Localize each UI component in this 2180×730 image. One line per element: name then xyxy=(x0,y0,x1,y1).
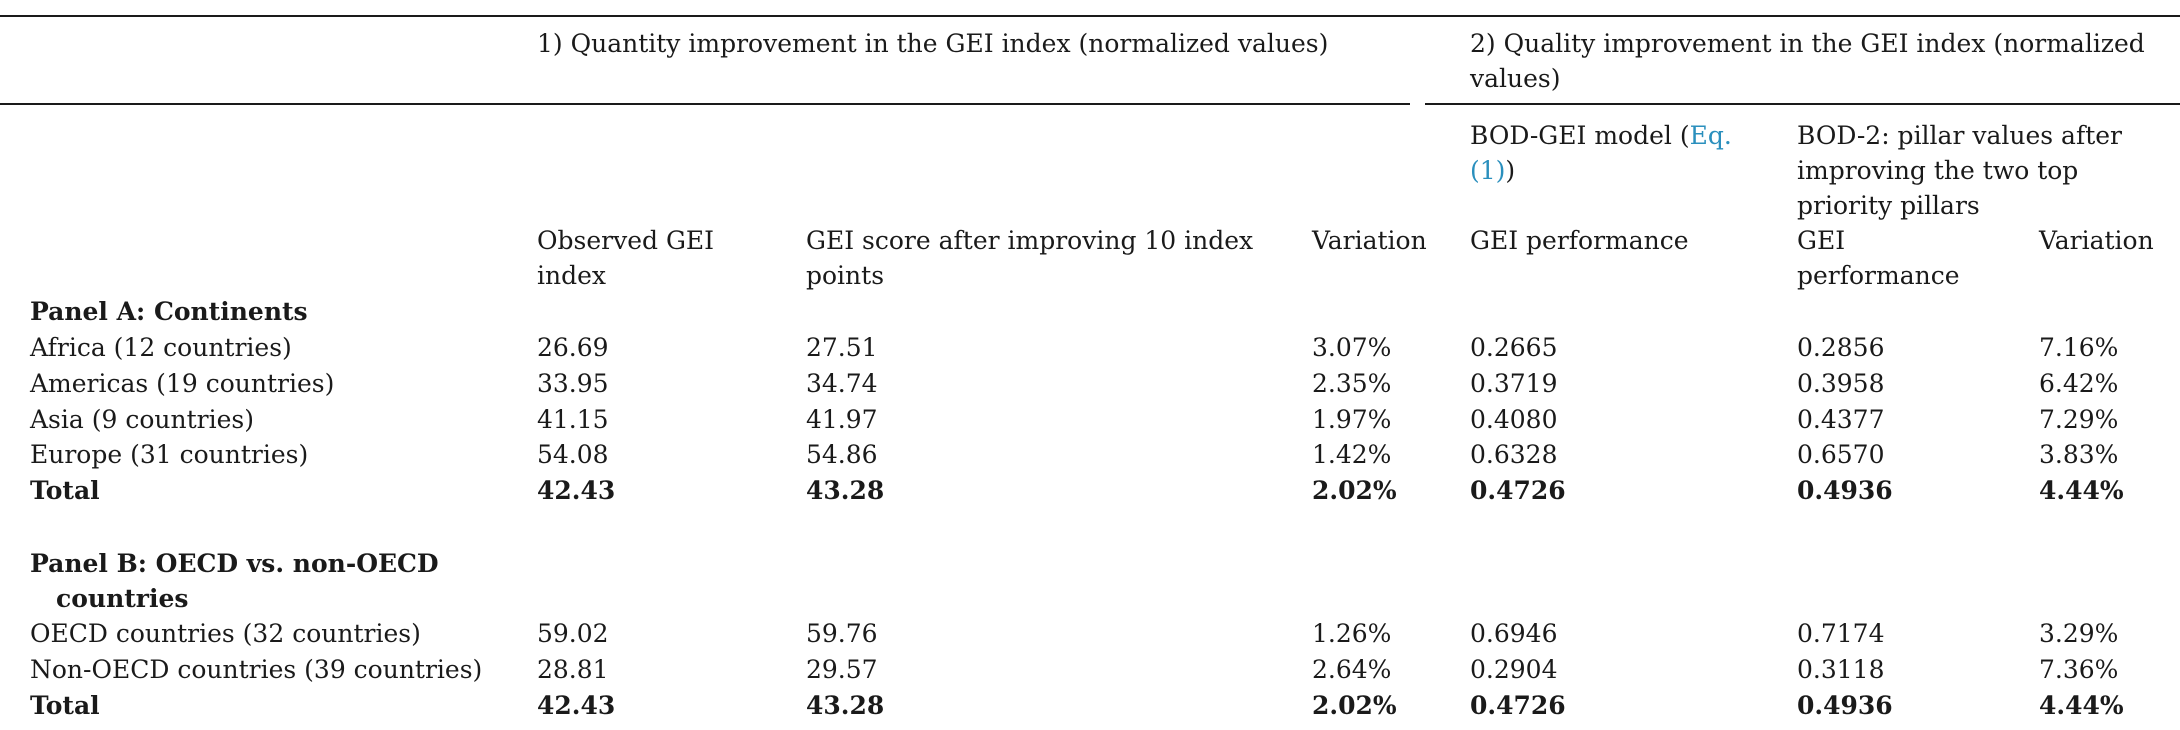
observed-value: 33.95 xyxy=(537,369,609,398)
panel-a-title: Panel A: Continents xyxy=(30,297,308,326)
col-gei-performance: GEI performance xyxy=(1470,226,1689,255)
variation-value-total: 2.02% xyxy=(1312,691,1397,720)
variation2-value-total: 4.44% xyxy=(2039,691,2124,720)
variation2-value-total: 4.44% xyxy=(2039,476,2124,505)
caption-fragment xyxy=(0,0,480,2)
panel-b-title-line1: Panel B: OECD vs. non-OECD xyxy=(30,549,439,578)
bod-gei-suffix: ) xyxy=(1505,156,1516,185)
equation-link-number[interactable]: (1) xyxy=(1470,156,1506,185)
group1-rule xyxy=(0,103,1410,105)
after-value: 54.86 xyxy=(806,440,878,469)
after-value-total: 43.28 xyxy=(806,691,885,720)
bod-gei-model-header: BOD-GEI model (Eq. xyxy=(1470,118,1732,154)
after-value: 59.76 xyxy=(806,619,878,648)
col-gei-performance2-line2: performance xyxy=(1797,261,1960,290)
gei-performance-value: 0.3719 xyxy=(1470,369,1558,398)
after-value-total: 43.28 xyxy=(806,476,885,505)
col-after-line1: GEI score after improving 10 index xyxy=(806,226,1254,255)
row-label: Non-OECD countries (39 countries) xyxy=(30,655,483,684)
gei-performance-value: 0.6328 xyxy=(1470,440,1558,469)
observed-value-total: 42.43 xyxy=(537,476,616,505)
bod2-performance-value-total: 0.4936 xyxy=(1797,476,1893,505)
row-label-total: Total xyxy=(30,691,100,720)
variation-value: 2.35% xyxy=(1312,369,1392,398)
observed-value: 28.81 xyxy=(537,655,609,684)
bod2-performance-value: 0.3118 xyxy=(1797,655,1885,684)
group1-header: 1) Quantity improvement in the GEI index… xyxy=(537,29,1329,58)
gei-performance-value: 0.6946 xyxy=(1470,619,1558,648)
bod2-performance-value: 0.4377 xyxy=(1797,405,1885,434)
observed-value: 41.15 xyxy=(537,405,609,434)
variation2-value: 3.29% xyxy=(2039,619,2119,648)
variation2-value: 7.16% xyxy=(2039,333,2119,362)
observed-value-total: 42.43 xyxy=(537,691,616,720)
after-value: 29.57 xyxy=(806,655,878,684)
col-variation: Variation xyxy=(1312,226,1427,255)
gei-performance-value: 0.4080 xyxy=(1470,405,1558,434)
gei-performance-value: 0.2904 xyxy=(1470,655,1558,684)
col-variation2: Variation xyxy=(2039,226,2154,255)
variation2-value: 3.83% xyxy=(2039,440,2119,469)
bod-gei-prefix: BOD-GEI model ( xyxy=(1470,121,1690,150)
bod2-header-line1: BOD-2: pillar values after xyxy=(1797,121,2122,150)
variation-value: 1.42% xyxy=(1312,440,1392,469)
gei-performance-value-total: 0.4726 xyxy=(1470,691,1566,720)
gei-performance-value-total: 0.4726 xyxy=(1470,476,1566,505)
observed-value: 59.02 xyxy=(537,619,609,648)
variation-value: 1.26% xyxy=(1312,619,1392,648)
equation-link[interactable]: Eq. xyxy=(1689,121,1732,150)
bod2-performance-value: 0.6570 xyxy=(1797,440,1885,469)
col-observed-line1: Observed GEI xyxy=(537,226,715,255)
col-gei-performance2-line1: GEI xyxy=(1797,226,1846,255)
panel-b-title-line2: countries xyxy=(56,584,189,613)
row-label-total: Total xyxy=(30,476,100,505)
bod2-header-line2: improving the two top xyxy=(1797,156,2079,185)
bod2-performance-value: 0.7174 xyxy=(1797,619,1885,648)
variation-value-total: 2.02% xyxy=(1312,476,1397,505)
group2-header-line1: 2) Quality improvement in the GEI index … xyxy=(1470,29,2145,58)
row-label: Africa (12 countries) xyxy=(30,333,292,362)
variation2-value: 7.29% xyxy=(2039,405,2119,434)
after-value: 41.97 xyxy=(806,405,878,434)
observed-value: 54.08 xyxy=(537,440,609,469)
variation2-value: 7.36% xyxy=(2039,655,2119,684)
row-label: Americas (19 countries) xyxy=(30,369,335,398)
observed-value: 26.69 xyxy=(537,333,609,362)
variation-value: 1.97% xyxy=(1312,405,1392,434)
bod2-header-line3: priority pillars xyxy=(1797,191,1980,220)
bod2-performance-value: 0.2856 xyxy=(1797,333,1885,362)
group2-header-line2: values) xyxy=(1470,64,1561,93)
row-label: OECD countries (32 countries) xyxy=(30,619,421,648)
after-value: 34.74 xyxy=(806,369,878,398)
variation2-value: 6.42% xyxy=(2039,369,2119,398)
bod2-performance-value-total: 0.4936 xyxy=(1797,691,1893,720)
row-label: Europe (31 countries) xyxy=(30,440,309,469)
bod2-performance-value: 0.3958 xyxy=(1797,369,1885,398)
col-after-line2: points xyxy=(806,261,885,290)
gei-performance-value: 0.2665 xyxy=(1470,333,1558,362)
top-rule xyxy=(0,15,2180,17)
variation-value: 3.07% xyxy=(1312,333,1392,362)
group2-rule xyxy=(1425,103,2180,105)
variation-value: 2.64% xyxy=(1312,655,1392,684)
bod-gei-model-header-line2: (1)) xyxy=(1470,153,1515,189)
col-observed-line2: index xyxy=(537,261,606,290)
row-label: Asia (9 countries) xyxy=(30,405,254,434)
after-value: 27.51 xyxy=(806,333,878,362)
